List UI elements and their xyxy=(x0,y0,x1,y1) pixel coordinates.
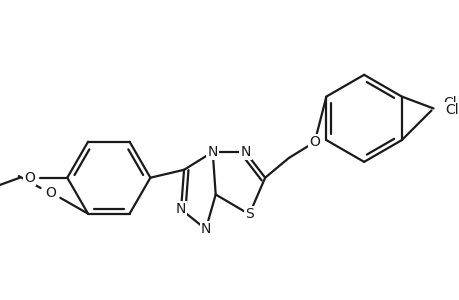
Text: N: N xyxy=(240,145,250,159)
Text: Cl: Cl xyxy=(442,95,456,110)
Text: O: O xyxy=(45,186,56,200)
Text: N: N xyxy=(200,222,211,236)
Text: N: N xyxy=(175,202,186,216)
Text: S: S xyxy=(245,207,253,221)
Text: O: O xyxy=(24,171,35,185)
Text: O: O xyxy=(308,135,319,149)
Text: Cl: Cl xyxy=(444,103,458,117)
Text: N: N xyxy=(207,145,218,159)
